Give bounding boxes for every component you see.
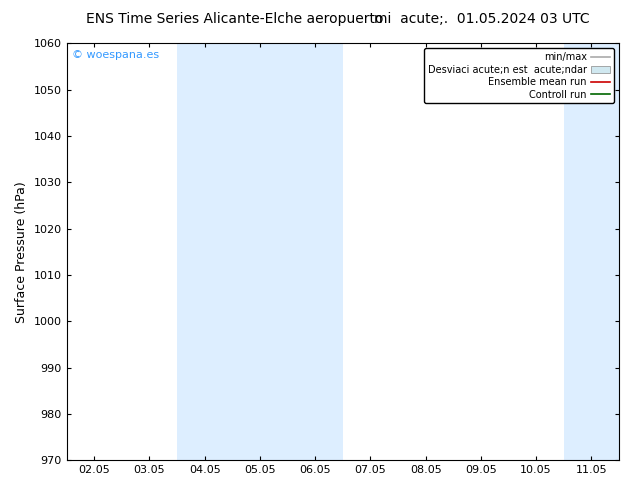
Bar [564, 44, 634, 460]
Text: ENS Time Series Alicante-Elche aeropuerto: ENS Time Series Alicante-Elche aeropuert… [86, 12, 384, 26]
Bar [177, 44, 343, 460]
Y-axis label: Surface Pressure (hPa): Surface Pressure (hPa) [15, 181, 28, 323]
Text: mi  acute;.  01.05.2024 03 UTC: mi acute;. 01.05.2024 03 UTC [374, 12, 590, 26]
Text: © woespana.es: © woespana.es [72, 50, 159, 60]
Legend: min/max, Desviaci acute;n est  acute;ndar, Ensemble mean run, Controll run: min/max, Desviaci acute;n est acute;ndar… [424, 49, 614, 103]
